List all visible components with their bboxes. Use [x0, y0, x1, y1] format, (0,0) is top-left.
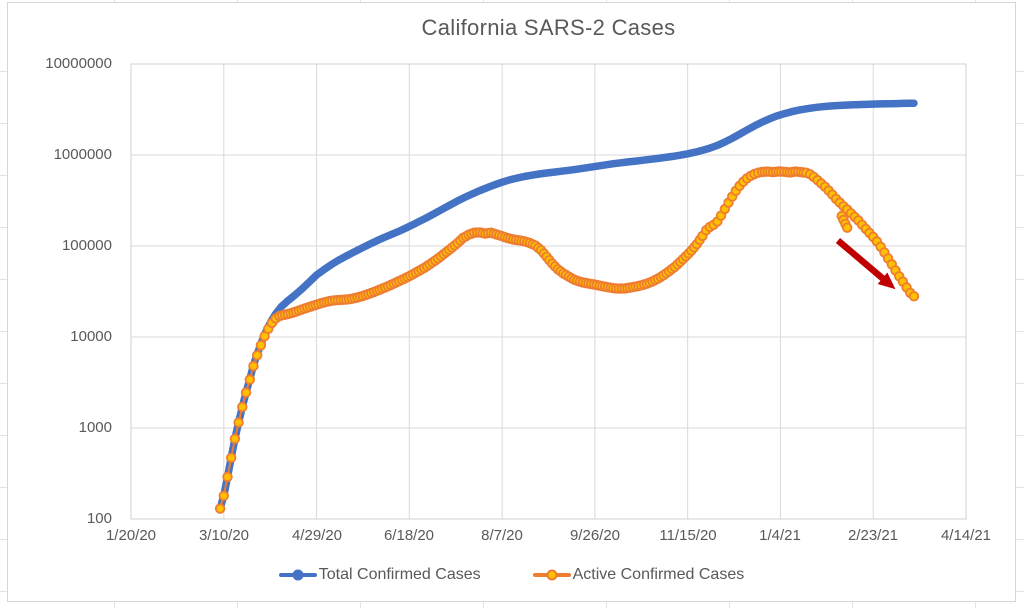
- y-tick-label: 100: [86, 510, 112, 527]
- legend-label-total: Total Confirmed Cases: [318, 566, 481, 583]
- y-tick-label: 1000: [78, 419, 112, 436]
- y-tick-label: 10000: [70, 328, 112, 345]
- total-series-marker-icon: [278, 569, 317, 581]
- trend-arrow-shaft: [835, 237, 889, 284]
- x-tick-label: 6/18/20: [383, 527, 435, 544]
- x-tick-label: 8/7/20: [481, 527, 523, 544]
- legend-item-active: Active Confirmed Cases: [532, 566, 745, 584]
- total-series-line: [216, 99, 918, 513]
- y-tick-label: 1000000: [53, 146, 112, 163]
- legend-item-total: Total Confirmed Cases: [278, 566, 481, 584]
- x-tick-label: 3/10/20: [198, 527, 250, 544]
- active-series-markers: [214, 166, 920, 514]
- y-tick-label: 100000: [61, 237, 112, 254]
- active-series-outlier-marker: [842, 222, 853, 233]
- legend-label-active: Active Confirmed Cases: [572, 566, 745, 583]
- x-tick-label: 1/4/21: [759, 527, 801, 544]
- plot-border: [130, 63, 967, 520]
- chart-title: California SARS-2 Cases: [421, 15, 676, 40]
- trend-arrow-head: [877, 272, 896, 290]
- x-tick-label: 4/29/20: [291, 527, 343, 544]
- x-tick-label: 2/23/21: [847, 527, 899, 544]
- x-tick-label: 1/20/20: [105, 527, 157, 544]
- plot-area: [130, 63, 967, 520]
- legend: Total Confirmed Cases Active Confirmed C…: [8, 566, 1015, 584]
- chart-canvas[interactable]: California SARS-2 Cases 10000000 1000000…: [7, 2, 1016, 602]
- active-series-marker-icon: [532, 569, 571, 581]
- x-tick-label: 9/26/20: [569, 527, 621, 544]
- x-tick-label: 11/15/20: [659, 527, 717, 544]
- x-tick-label: 4/14/21: [940, 527, 992, 544]
- y-tick-label: 10000000: [45, 55, 112, 72]
